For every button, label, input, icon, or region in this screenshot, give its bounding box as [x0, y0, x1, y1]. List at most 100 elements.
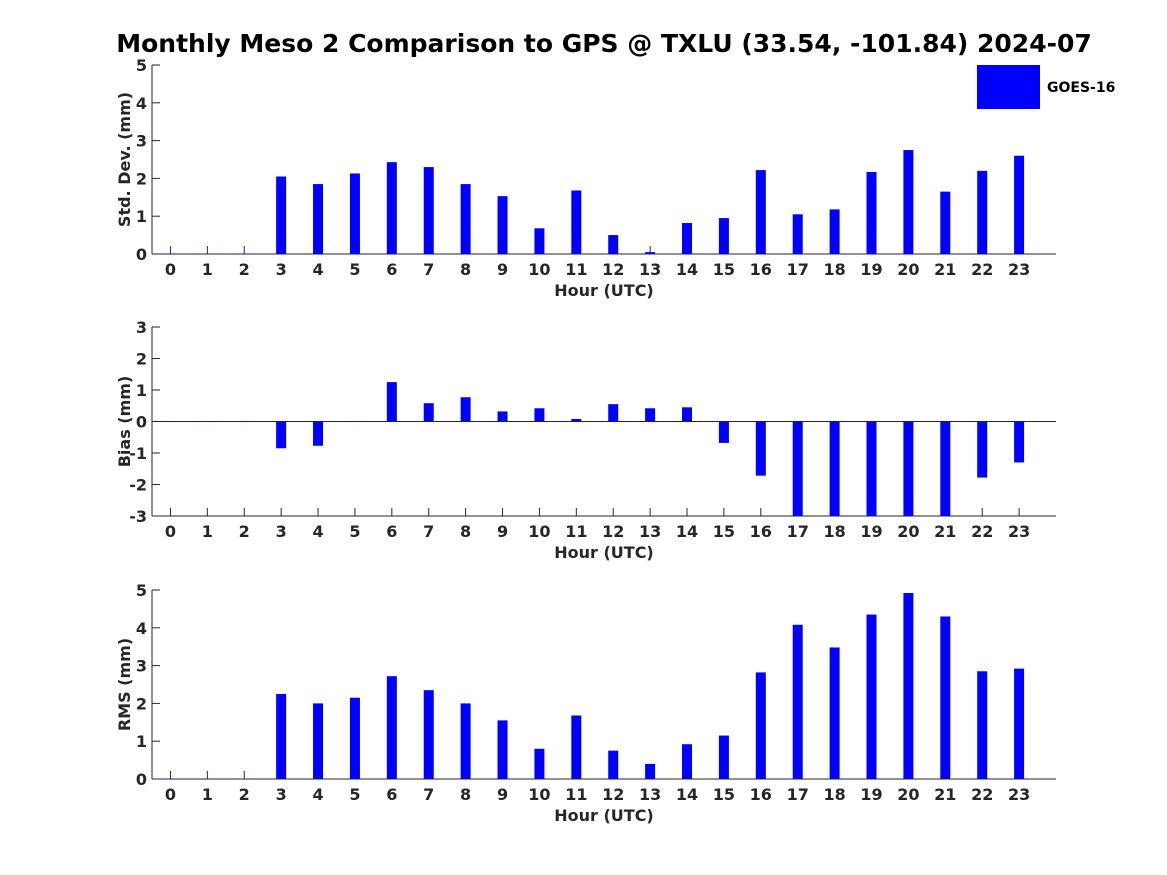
x-tick-label: 0 — [165, 522, 176, 541]
y-tick-label: 1 — [136, 207, 147, 226]
bar-hour-21 — [940, 191, 951, 254]
bar-hour-22 — [977, 421, 988, 478]
bar-hour-13 — [645, 252, 656, 254]
y-tick-label: 5 — [136, 56, 147, 75]
bar-hour-12 — [608, 404, 619, 422]
legend-swatch — [977, 65, 1040, 109]
x-tick-label: 11 — [565, 785, 587, 804]
x-tick-label: 11 — [565, 522, 587, 541]
x-tick-label: 1 — [202, 522, 213, 541]
x-tick-label: 20 — [897, 260, 919, 279]
bar-hour-23 — [1014, 668, 1025, 779]
y-tick-label: 1 — [136, 381, 147, 400]
x-tick-label: 13 — [639, 260, 661, 279]
y-tick-label: 0 — [136, 245, 147, 264]
bar-hour-5 — [349, 421, 360, 422]
x-tick-label: 13 — [639, 522, 661, 541]
bar-hour-20 — [903, 150, 914, 254]
x-tick-label: 1 — [202, 785, 213, 804]
x-tick-label: 20 — [897, 522, 919, 541]
x-tick-label: 15 — [713, 522, 735, 541]
x-axis-label: Hour (UTC) — [554, 806, 654, 825]
bar-hour-3 — [276, 176, 287, 254]
bar-hour-19 — [866, 421, 877, 516]
bar-hour-11 — [571, 190, 582, 254]
bar-hour-5 — [349, 173, 360, 254]
legend-label: GOES-16 — [1047, 80, 1115, 96]
x-tick-label: 10 — [528, 785, 550, 804]
x-tick-label: 22 — [971, 260, 993, 279]
x-tick-label: 16 — [750, 260, 772, 279]
y-axis-label: Bias (mm) — [115, 376, 134, 468]
bar-hour-8 — [460, 397, 471, 422]
x-axis-label: Hour (UTC) — [554, 281, 654, 300]
x-tick-label: 22 — [971, 522, 993, 541]
x-tick-label: 8 — [460, 522, 471, 541]
x-tick-label: 7 — [423, 522, 434, 541]
bar-hour-14 — [682, 744, 693, 779]
x-tick-label: 23 — [1008, 785, 1030, 804]
x-tick-label: 19 — [860, 785, 882, 804]
bar-hour-12 — [608, 235, 619, 254]
x-tick-label: 6 — [386, 522, 397, 541]
x-tick-label: 20 — [897, 785, 919, 804]
x-tick-label: 9 — [497, 522, 508, 541]
bar-hour-16 — [755, 170, 766, 254]
bar-hour-18 — [829, 209, 840, 254]
y-tick-label: 3 — [136, 657, 147, 676]
bar-hour-14 — [682, 407, 693, 422]
y-axis-label: Std. Dev. (mm) — [115, 92, 134, 227]
bar-hour-8 — [460, 703, 471, 779]
y-tick-label: -3 — [129, 507, 147, 526]
x-tick-label: 10 — [528, 260, 550, 279]
bar-hour-23 — [1014, 421, 1025, 463]
legend: GOES-16 — [977, 65, 1115, 109]
bar-hour-9 — [497, 720, 508, 779]
bar-hour-16 — [755, 421, 766, 476]
x-tick-label: 23 — [1008, 522, 1030, 541]
x-tick-label: 2 — [239, 785, 250, 804]
y-tick-label: 2 — [136, 694, 147, 713]
x-tick-label: 12 — [602, 785, 624, 804]
y-tick-label: 0 — [136, 770, 147, 789]
x-tick-label: 8 — [460, 260, 471, 279]
y-tick-label: 4 — [136, 94, 147, 113]
bar-hour-0 — [165, 779, 176, 780]
x-tick-label: 7 — [423, 785, 434, 804]
bar-hour-3 — [276, 421, 287, 449]
x-tick-label: 3 — [276, 260, 287, 279]
y-tick-label: 5 — [136, 581, 147, 600]
bar-hour-0 — [165, 254, 176, 255]
y-tick-label: -2 — [129, 476, 147, 495]
x-tick-label: 13 — [639, 785, 661, 804]
bar-hour-4 — [313, 421, 324, 446]
x-tick-label: 18 — [823, 522, 845, 541]
x-tick-label: 10 — [528, 522, 550, 541]
bar-hour-7 — [423, 403, 434, 422]
x-tick-label: 19 — [860, 260, 882, 279]
bar-hour-21 — [940, 616, 951, 779]
x-tick-label: 19 — [860, 522, 882, 541]
bar-hour-17 — [792, 214, 803, 254]
y-tick-label: 2 — [136, 350, 147, 369]
x-tick-label: 14 — [676, 785, 698, 804]
bar-hour-22 — [977, 170, 988, 254]
x-tick-label: 17 — [787, 260, 809, 279]
x-tick-label: 0 — [165, 785, 176, 804]
bar-hour-10 — [534, 408, 545, 422]
bar-hour-6 — [386, 676, 397, 779]
x-tick-label: 3 — [276, 522, 287, 541]
x-tick-label: 9 — [497, 785, 508, 804]
x-tick-label: 6 — [386, 260, 397, 279]
x-tick-label: 18 — [823, 260, 845, 279]
x-tick-label: 21 — [934, 522, 956, 541]
x-tick-label: 1 — [202, 260, 213, 279]
bar-hour-19 — [866, 171, 877, 254]
bar-hour-2 — [239, 421, 250, 422]
bar-hour-9 — [497, 411, 508, 422]
x-tick-label: 8 — [460, 785, 471, 804]
